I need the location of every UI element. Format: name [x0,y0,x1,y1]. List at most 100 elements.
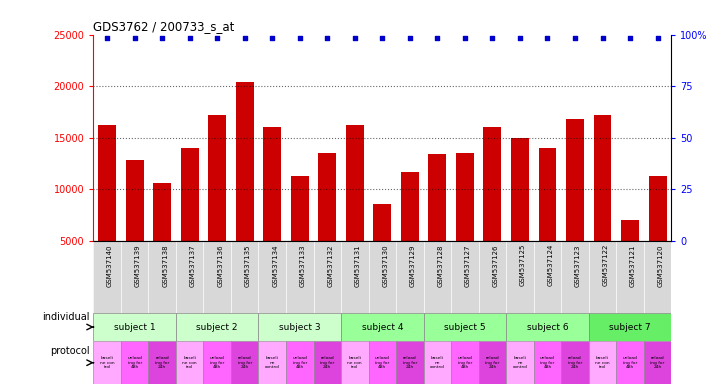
Text: unload
ing for
48h: unload ing for 48h [292,356,307,369]
Bar [291,175,309,292]
Bar [621,220,639,292]
Bar [121,341,149,384]
Text: unload
ing for
48h: unload ing for 48h [375,356,390,369]
Text: unload
ing for
48h: unload ing for 48h [540,356,555,369]
Text: GSM537128: GSM537128 [437,244,444,286]
Point [569,35,581,41]
Bar [566,119,584,292]
Bar [203,341,231,384]
Bar [451,341,479,384]
Text: unload
ing for
48h: unload ing for 48h [457,356,472,369]
Point [266,35,278,41]
Text: GSM537140: GSM537140 [107,244,113,286]
Bar [258,341,286,384]
Point [294,35,306,41]
Point [487,35,498,41]
Text: unload
ing for
48h: unload ing for 48h [623,356,638,369]
Bar [511,137,529,292]
Bar [424,341,451,384]
Text: subject 6: subject 6 [527,323,568,331]
Text: GSM537125: GSM537125 [520,244,526,286]
Bar [153,183,171,292]
Bar [533,341,561,384]
Text: individual: individual [42,312,90,322]
Point [625,35,636,41]
Text: baseli
ne con
trol: baseli ne con trol [100,356,114,369]
Text: reload
ing for
24h: reload ing for 24h [485,356,500,369]
Point [157,35,168,41]
Bar [258,313,341,341]
Text: GSM537120: GSM537120 [658,244,663,286]
Text: GSM537131: GSM537131 [355,244,361,287]
Bar [616,341,644,384]
Text: GSM537127: GSM537127 [465,244,471,286]
Point [460,35,471,41]
Bar [483,127,501,292]
Text: subject 3: subject 3 [279,323,320,331]
Bar [208,115,226,292]
Text: GSM537129: GSM537129 [410,244,416,286]
Text: GSM537121: GSM537121 [630,244,636,286]
Point [239,35,251,41]
Bar [456,153,474,292]
Bar [149,341,176,384]
Text: baseli
ne
control: baseli ne control [265,356,280,369]
Text: baseli
ne
control: baseli ne control [430,356,445,369]
Text: subject 2: subject 2 [197,323,238,331]
Bar [93,313,176,341]
Text: GSM537135: GSM537135 [245,244,251,286]
Text: unload
ing for
48h: unload ing for 48h [127,356,142,369]
Bar [264,127,281,292]
Text: reload
ing for
24h: reload ing for 24h [238,356,252,369]
Bar [644,341,671,384]
Text: subject 1: subject 1 [114,323,155,331]
Text: reload
ing for
24h: reload ing for 24h [651,356,665,369]
Text: reload
ing for
24h: reload ing for 24h [320,356,335,369]
Text: unload
ing for
48h: unload ing for 48h [210,356,225,369]
Text: baseli
ne con
trol: baseli ne con trol [595,356,610,369]
Bar [538,148,556,292]
Text: baseli
ne con
trol: baseli ne con trol [182,356,197,369]
Bar [176,313,258,341]
Text: GSM537132: GSM537132 [327,244,333,286]
Bar [346,125,364,292]
Text: GSM537124: GSM537124 [548,244,554,286]
Bar [236,82,253,292]
Bar [314,341,341,384]
Bar [126,160,144,292]
Bar [479,341,506,384]
Point [597,35,608,41]
Point [652,35,663,41]
Text: GSM537126: GSM537126 [493,244,498,286]
Text: GSM537139: GSM537139 [135,244,141,287]
Text: GSM537136: GSM537136 [217,244,223,287]
Bar [506,313,589,341]
Text: subject 4: subject 4 [362,323,403,331]
Bar [648,175,666,292]
Point [129,35,141,41]
Text: GDS3762 / 200733_s_at: GDS3762 / 200733_s_at [93,20,235,33]
Text: GSM537134: GSM537134 [272,244,279,286]
Bar [506,341,533,384]
Bar [594,115,612,292]
Text: GSM537122: GSM537122 [602,244,609,286]
Bar [318,153,336,292]
Bar [589,341,616,384]
Bar [373,204,391,292]
Text: subject 7: subject 7 [610,323,651,331]
Bar [561,341,589,384]
Point [404,35,416,41]
Point [514,35,526,41]
Point [542,35,554,41]
Bar [424,313,506,341]
Text: GSM537123: GSM537123 [575,244,581,286]
Text: GSM537137: GSM537137 [190,244,196,287]
Bar [429,154,447,292]
Text: reload
ing for
24h: reload ing for 24h [403,356,417,369]
Text: subject 5: subject 5 [444,323,485,331]
Point [349,35,360,41]
Bar [396,341,424,384]
Bar [341,313,424,341]
Point [211,35,223,41]
Text: GSM537130: GSM537130 [383,244,388,287]
